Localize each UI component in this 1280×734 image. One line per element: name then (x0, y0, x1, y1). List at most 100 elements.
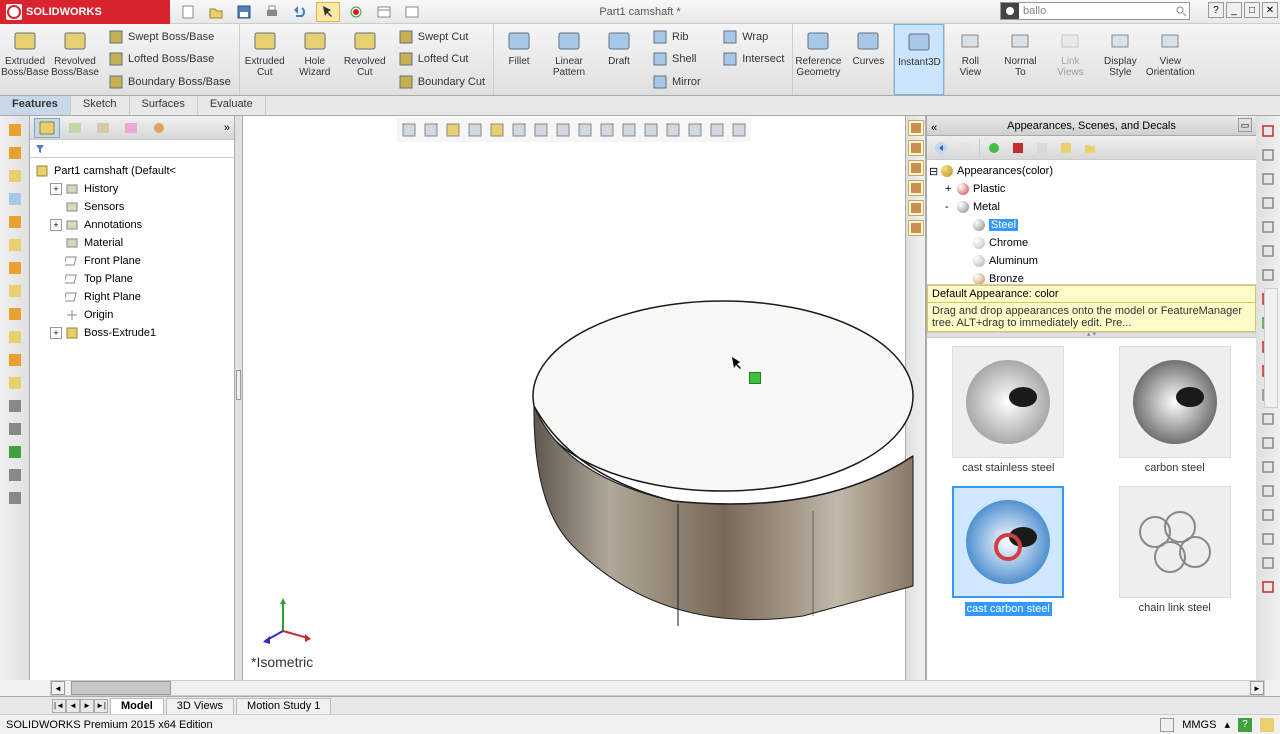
tab-features[interactable]: Features (0, 96, 71, 115)
tree-root[interactable]: Part1 camshaft (Default< (30, 162, 234, 180)
print-icon[interactable] (260, 2, 284, 22)
appearance-bronze[interactable]: Bronze (929, 270, 1254, 285)
right-tool-5-icon[interactable] (1259, 242, 1277, 260)
display-style-button[interactable]: DisplayStyle (1095, 24, 1145, 95)
tree-node-front-plane[interactable]: Front Plane (30, 252, 234, 270)
search-box[interactable] (1000, 2, 1190, 20)
appearance-root[interactable]: ⊟ Appearances(color) (929, 162, 1254, 180)
right-tool-2-icon[interactable] (1259, 170, 1277, 188)
left-tool-6-icon[interactable] (4, 258, 26, 278)
mirror-button[interactable]: Mirror (648, 71, 718, 93)
ref-geo-button[interactable]: ReferenceGeometry (793, 24, 843, 95)
close-icon[interactable]: ✕ (1262, 2, 1278, 18)
viewport[interactable]: *Isometric (243, 116, 906, 680)
left-tool-7-icon[interactable] (4, 281, 26, 301)
search-magnify-icon[interactable] (1173, 3, 1189, 19)
tree-tab-feature[interactable] (34, 118, 60, 138)
edit-icon[interactable] (1056, 138, 1076, 158)
left-tool-13-icon[interactable] (4, 419, 26, 439)
linear-pattern-button[interactable]: LinearPattern (544, 24, 594, 95)
right-tool-6-icon[interactable] (1259, 266, 1277, 284)
tab-surfaces[interactable]: Surfaces (130, 96, 198, 115)
extruded-boss-button[interactable]: ExtrudedBoss/Base (0, 24, 50, 95)
collapse-icon[interactable]: « (931, 118, 937, 138)
scene-icon[interactable] (1008, 138, 1028, 158)
left-tool-11-icon[interactable] (4, 373, 26, 393)
bottom-tab-3d-views[interactable]: 3D Views (166, 698, 234, 714)
appearance-chrome[interactable]: Chrome (929, 234, 1254, 252)
horizontal-scrollbar[interactable]: ◄ ► (50, 680, 1265, 696)
left-tool-1-icon[interactable] (4, 143, 26, 163)
shell-button[interactable]: Shell (648, 48, 718, 70)
save-icon[interactable] (232, 2, 256, 22)
thumb-cast-stainless[interactable]: cast stainless steel (935, 346, 1082, 474)
search-input[interactable] (1019, 5, 1173, 17)
lofted-boss-button[interactable]: Lofted Boss/Base (104, 48, 235, 70)
minimize-icon[interactable]: _ (1226, 2, 1242, 18)
new-icon[interactable] (176, 2, 200, 22)
right-tool-16-icon[interactable] (1259, 506, 1277, 524)
right-tool-0-icon[interactable] (1259, 122, 1277, 140)
left-tool-8-icon[interactable] (4, 304, 26, 324)
appearance-plastic[interactable]: + Plastic (929, 180, 1254, 198)
roll-view-button[interactable]: RollView (945, 24, 995, 95)
help-icon[interactable]: ? (1208, 2, 1224, 18)
left-tool-10-icon[interactable] (4, 350, 26, 370)
draft-button[interactable]: Draft (594, 24, 644, 95)
view-orientation-button[interactable]: ViewOrientation (1145, 24, 1195, 95)
swept-boss-button[interactable]: Swept Boss/Base (104, 26, 235, 48)
tree-node-material-not-specified-[interactable]: Material (30, 234, 234, 252)
tree-node-top-plane[interactable]: Top Plane (30, 270, 234, 288)
tab-last-icon[interactable]: ►| (94, 699, 108, 713)
instant3d-button[interactable]: Instant3D (894, 24, 944, 95)
link-views-button[interactable]: LinkViews (1045, 24, 1095, 95)
select-icon[interactable] (316, 2, 340, 22)
scroll-left-icon[interactable]: ◄ (51, 681, 65, 695)
thumb-chain-link[interactable]: chain link steel (1102, 486, 1249, 616)
left-tool-12-icon[interactable] (4, 396, 26, 416)
hole-wizard-button[interactable]: HoleWizard (290, 24, 340, 95)
right-tool-19-icon[interactable] (1259, 578, 1277, 596)
revolved-boss-button[interactable]: RevolvedBoss/Base (50, 24, 100, 95)
tree-tab-dim[interactable] (118, 118, 144, 138)
forward-icon[interactable] (955, 138, 975, 158)
back-icon[interactable] (931, 138, 951, 158)
tree-node-boss-extrude1[interactable]: + Boss-Extrude1 (30, 324, 234, 342)
settings-icon[interactable] (400, 2, 424, 22)
left-tool-16-icon[interactable] (4, 488, 26, 508)
scroll-right-icon[interactable]: ► (1250, 681, 1264, 695)
left-tool-9-icon[interactable] (4, 327, 26, 347)
intersect-button[interactable]: Intersect (718, 48, 788, 70)
right-tool-15-icon[interactable] (1259, 482, 1277, 500)
right-tool-18-icon[interactable] (1259, 554, 1277, 572)
tree-tab-display[interactable] (146, 118, 172, 138)
tree-splitter[interactable] (235, 116, 243, 680)
left-tool-4-icon[interactable] (4, 212, 26, 232)
tree-tab-property[interactable] (62, 118, 88, 138)
thumb-cast-carbon[interactable]: cast carbon steel (935, 486, 1082, 616)
tree-filter[interactable] (30, 140, 234, 158)
tab-prev-icon[interactable]: ◄ (66, 699, 80, 713)
bottom-tab-motion-study-1[interactable]: Motion Study 1 (236, 698, 331, 714)
tree-expand-icon[interactable]: » (224, 122, 230, 134)
wrap-button[interactable]: Wrap (718, 26, 788, 48)
tab-evaluate[interactable]: Evaluate (198, 96, 266, 115)
revolved-cut-button[interactable]: RevolvedCut (340, 24, 390, 95)
tree-node-history[interactable]: + History (30, 180, 234, 198)
undo-icon[interactable] (288, 2, 312, 22)
left-tool-15-icon[interactable] (4, 465, 26, 485)
right-tool-17-icon[interactable] (1259, 530, 1277, 548)
right-tool-1-icon[interactable] (1259, 146, 1277, 164)
tree-node-origin[interactable]: Origin (30, 306, 234, 324)
rib-button[interactable]: Rib (648, 26, 718, 48)
tab-sketch[interactable]: Sketch (71, 96, 130, 115)
left-tool-3-icon[interactable] (4, 189, 26, 209)
appearance-steel[interactable]: Steel (929, 216, 1254, 234)
bottom-tab-model[interactable]: Model (110, 698, 164, 714)
panel-divider[interactable] (927, 332, 1256, 338)
scroll-thumb[interactable] (71, 681, 171, 695)
right-tool-13-icon[interactable] (1259, 434, 1277, 452)
maximize-icon[interactable]: □ (1244, 2, 1260, 18)
rebuild-icon[interactable] (344, 2, 368, 22)
tree-node-right-plane[interactable]: Right Plane (30, 288, 234, 306)
